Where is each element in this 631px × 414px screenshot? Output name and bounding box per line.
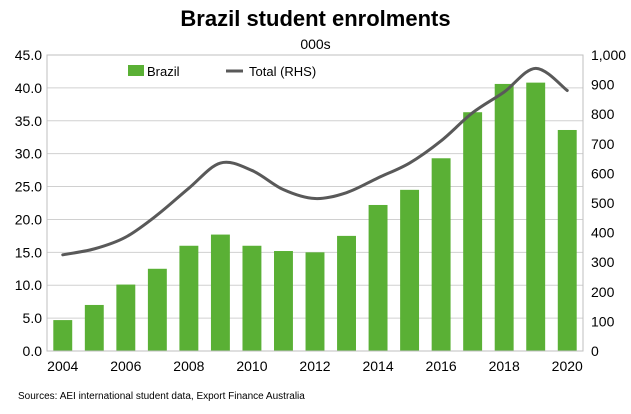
bar bbox=[431, 158, 451, 351]
y-right-tick-label: 100 bbox=[591, 313, 615, 329]
x-tick-label: 2018 bbox=[489, 358, 520, 374]
bar-series bbox=[53, 82, 577, 352]
source-note: Sources: AEI international student data,… bbox=[18, 391, 305, 402]
bar bbox=[463, 112, 483, 351]
x-tick-label: 2010 bbox=[236, 358, 267, 374]
x-tick-label: 2012 bbox=[299, 358, 330, 374]
y-left-tick-label: 15.0 bbox=[15, 244, 42, 260]
x-tick-label: 2014 bbox=[362, 358, 393, 374]
chart-title: Brazil student enrolments bbox=[180, 6, 451, 31]
bar bbox=[242, 245, 262, 351]
bar bbox=[305, 252, 325, 351]
plot-frame bbox=[46, 54, 584, 352]
bar bbox=[210, 234, 230, 351]
y-right-tick-label: 200 bbox=[591, 284, 615, 300]
legend-label-total: Total (RHS) bbox=[249, 64, 316, 79]
axes: 0.0 5.0 10.0 15.0 20.0 25.0 30.0 35.0 40.0 45.0 0 1… bbox=[15, 47, 626, 374]
y-left-tick-label: 25.0 bbox=[15, 179, 42, 195]
y-left-tick-label: 20.0 bbox=[15, 211, 42, 227]
bar bbox=[368, 204, 388, 351]
bar bbox=[84, 304, 104, 351]
bar bbox=[400, 189, 420, 351]
bar bbox=[557, 129, 577, 351]
y-right-tick-label: 600 bbox=[591, 165, 615, 181]
y-right-tick-label: 700 bbox=[591, 136, 615, 152]
y-right-tick-label: 300 bbox=[591, 254, 615, 270]
bar bbox=[53, 320, 73, 351]
y-right-tick-label: 900 bbox=[591, 77, 615, 93]
bar bbox=[274, 251, 293, 351]
bar bbox=[526, 82, 546, 352]
legend: Brazil Total (RHS) bbox=[128, 64, 316, 79]
y-right-tick-label: 1,000 bbox=[591, 47, 626, 63]
y-left-tick-label: 0.0 bbox=[23, 343, 43, 359]
x-tick-label: 2004 bbox=[47, 358, 78, 374]
y-right-tick-label: 800 bbox=[591, 106, 615, 122]
y-right-tick-label: 400 bbox=[591, 225, 615, 241]
y-left-tick-label: 5.0 bbox=[23, 310, 43, 326]
bar bbox=[494, 83, 514, 351]
x-tick-label: 2008 bbox=[173, 358, 204, 374]
legend-swatch-brazil bbox=[128, 65, 144, 76]
series-line bbox=[61, 66, 569, 257]
y-left-tick-label: 30.0 bbox=[15, 146, 42, 162]
bar bbox=[337, 235, 356, 351]
y-right-tick-label: 0 bbox=[591, 343, 599, 359]
x-tick-label: 2006 bbox=[110, 358, 141, 374]
bar bbox=[147, 268, 167, 351]
y-right-tick-label: 500 bbox=[591, 195, 615, 211]
y-left-tick-label: 10.0 bbox=[15, 277, 42, 293]
bar bbox=[116, 284, 136, 351]
x-tick-label: 2020 bbox=[552, 358, 583, 374]
bar bbox=[179, 245, 199, 351]
chart-subtitle: 000s bbox=[300, 36, 331, 52]
y-left-tick-label: 35.0 bbox=[15, 113, 42, 129]
y-left-tick-label: 45.0 bbox=[15, 47, 42, 63]
x-tick-label: 2016 bbox=[426, 358, 457, 374]
y-left-tick-label: 40.0 bbox=[15, 80, 42, 96]
line-series bbox=[61, 66, 569, 257]
legend-label-brazil: Brazil bbox=[147, 64, 180, 79]
